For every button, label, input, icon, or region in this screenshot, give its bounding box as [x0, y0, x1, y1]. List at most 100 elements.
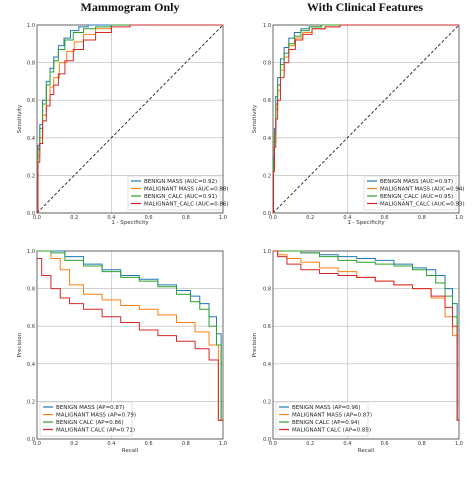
- x-tick-label: 1.0: [219, 215, 227, 221]
- y-tick-label: 0.6: [263, 98, 271, 104]
- legend-entry: MALIGNANT MASS (AUC=0.94): [380, 187, 465, 193]
- y-tick-label: 0.2: [263, 399, 271, 405]
- y-tick-label: 0.4: [27, 362, 35, 368]
- series-line-benign-calc-ap-0-86: [37, 250, 223, 421]
- legend-entry: MALIGNANT_CALC (AUC=0.86): [144, 202, 229, 208]
- chance-diagonal: [272, 24, 460, 214]
- legend-box: [275, 401, 369, 437]
- chance-diagonal: [36, 24, 224, 214]
- series-line-benign-calc-auc-0-91: [37, 24, 223, 214]
- y-tick-label: 0.8: [263, 287, 271, 293]
- panel-pr-mammogram-only: 0.0 0.2 0.4 0.6 0.8 1.0 0.0 0.2 0.4 0.6 0.8 1.0 Reca…: [17, 249, 227, 454]
- series-line-malignant-calc-ap-0-85: [273, 250, 459, 421]
- legend-entry: MALIGNANT MASS (AP=0.87): [292, 413, 372, 419]
- y-tick-label: 0.6: [263, 324, 271, 330]
- x-tick-label: 0.4: [107, 215, 115, 221]
- x-axis-label: Recall: [358, 448, 375, 454]
- series-line-malignant-calc-auc-0-93: [272, 24, 459, 214]
- legend-box: [363, 175, 457, 211]
- x-tick-label: 0.2: [306, 441, 314, 447]
- y-tick-label: 0.8: [27, 287, 35, 293]
- title-with-clinical-features: With Clinical Features: [307, 0, 424, 14]
- x-tick-label: 0.8: [182, 215, 190, 221]
- panel-pr-with-clinical: 0.0 0.2 0.4 0.6 0.8 1.0 0.0 0.2 0.4 0.6 0.8 1.0 Reca…: [252, 249, 463, 454]
- y-tick-label: 0.8: [27, 61, 35, 67]
- legend-entry: BENIGN CALC (AP=0.86): [56, 420, 124, 426]
- legend-entry: BENIGN MASS (AP=0.87): [56, 405, 125, 411]
- legend-entry: BENIGN CALC (AP=0.94): [292, 420, 360, 426]
- x-axis-label: 1 - Specificity: [347, 220, 385, 226]
- x-tick-label: 0.0: [33, 441, 41, 447]
- legend: BENIGN MASS (AP=0.87) MALIGNANT MASS (AP=…: [39, 401, 136, 437]
- series-line-malignant-mass-ap-0-79: [37, 250, 223, 421]
- series-line-malignant-calc-auc-0-86: [37, 24, 223, 214]
- x-tick-label: 0.2: [306, 215, 314, 221]
- y-tick-label: 0.0: [263, 437, 271, 443]
- y-tick-label: 1.0: [263, 23, 271, 29]
- panel-roc-with-clinical: 0.0 0.2 0.4 0.6 0.8 1.0 0.0 0.2 0.4 0.6 0.8 1.0 1 - …: [252, 23, 465, 226]
- series-line-malignant-mass-ap-0-87: [273, 250, 459, 421]
- legend-entry: BENIGN MASS (AUC=0.97): [380, 179, 453, 185]
- y-tick-label: 0.6: [27, 324, 35, 330]
- series-line-benign-mass-ap-0-87: [37, 250, 223, 421]
- y-axis-label: Sensitivity: [252, 104, 258, 133]
- y-tick-label: 0.6: [27, 98, 35, 104]
- legend-entry: BENIGN_CALC (AUC=0.91): [144, 194, 217, 200]
- x-tick-label: 0.0: [269, 215, 277, 221]
- legend-entry: BENIGN MASS (AP=0.96): [292, 405, 361, 411]
- legend-entry: BENIGN MASS (AUC=0.92): [144, 179, 217, 185]
- x-tick-label: 0.8: [418, 215, 426, 221]
- y-tick-label: 0.2: [27, 399, 35, 405]
- y-tick-label: 1.0: [27, 23, 35, 29]
- x-tick-label: 0.2: [70, 215, 78, 221]
- series-line-benign-calc-auc-0-95: [272, 24, 459, 214]
- y-tick-label: 0.8: [263, 61, 271, 67]
- legend: BENIGN MASS (AUC=0.97) MALIGNANT MASS (AU…: [363, 175, 465, 211]
- x-tick-label: 0.6: [381, 441, 389, 447]
- x-tick-label: 1.0: [455, 441, 463, 447]
- legend: BENIGN MASS (AUC=0.92) MALIGNANT MASS (AU…: [127, 175, 229, 211]
- series-line-benign-mass-ap-0-96: [273, 250, 459, 421]
- x-tick-label: 0.0: [269, 441, 277, 447]
- legend-entry: MALIGNANT MASS (AP=0.79): [56, 413, 136, 419]
- legend-entry: MALIGNANT MASS (AUC=0.88): [144, 187, 229, 193]
- legend-entry: MALIGNANT_CALC (AUC=0.93): [380, 202, 465, 208]
- legend-entry: MALIGNANT CALC (AP=0.85): [292, 428, 371, 434]
- series-line-benign-calc-ap-0-94: [273, 250, 459, 421]
- y-tick-label: 0.2: [27, 173, 35, 179]
- y-tick-label: 0.0: [263, 211, 271, 217]
- y-axis-label: Precision: [252, 332, 258, 357]
- x-tick-label: 0.0: [33, 215, 41, 221]
- y-tick-label: 0.0: [27, 437, 35, 443]
- y-tick-label: 0.4: [263, 136, 271, 142]
- legend-box: [127, 175, 221, 211]
- y-tick-label: 1.0: [27, 249, 35, 255]
- panel-roc-mammogram-only: 0.0 0.2 0.4 0.6 0.8 1.0 0.0 0.2 0.4 0.6 0.8 1.0 1 - …: [17, 23, 229, 226]
- x-tick-label: 0.6: [145, 215, 153, 221]
- y-tick-label: 0.4: [27, 136, 35, 142]
- x-tick-label: 0.4: [343, 215, 351, 221]
- x-tick-label: 1.0: [455, 215, 463, 221]
- x-axis-label: Recall: [122, 448, 139, 454]
- legend: BENIGN MASS (AP=0.96) MALIGNANT MASS (AP=…: [275, 401, 372, 437]
- y-tick-label: 0.0: [27, 211, 35, 217]
- plot-frame: [272, 250, 460, 440]
- x-tick-label: 0.8: [182, 441, 190, 447]
- x-axis-label: 1 - Specificity: [111, 220, 149, 226]
- title-mammogram-only: Mammogram Only: [81, 0, 180, 14]
- y-axis-label: Precision: [17, 332, 23, 357]
- x-tick-label: 0.6: [145, 441, 153, 447]
- x-tick-label: 1.0: [219, 441, 227, 447]
- x-tick-label: 0.6: [381, 215, 389, 221]
- y-tick-label: 0.2: [263, 173, 271, 179]
- legend-entry: BENIGN_CALC (AUC=0.95): [380, 194, 453, 200]
- x-tick-label: 0.8: [418, 441, 426, 447]
- y-tick-label: 0.4: [263, 362, 271, 368]
- x-tick-label: 0.4: [107, 441, 115, 447]
- legend-entry: MALIGNANT CALC (AP=0.71): [56, 428, 135, 434]
- y-axis-label: Sensitivity: [17, 104, 23, 133]
- y-tick-label: 1.0: [263, 249, 271, 255]
- plot-frame: [36, 250, 224, 440]
- series-line-malignant-calc-ap-0-71: [37, 258, 223, 421]
